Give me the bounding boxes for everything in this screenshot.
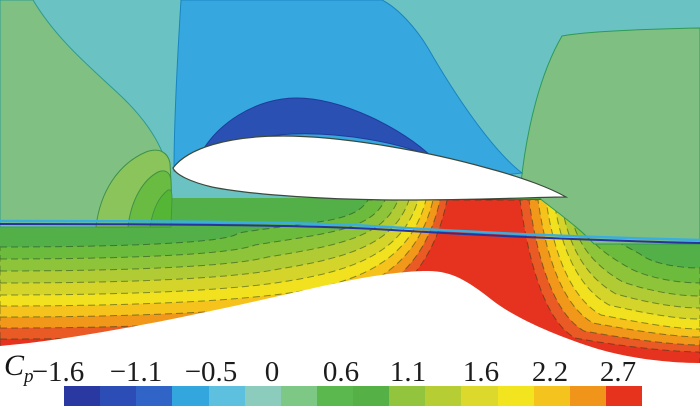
colorbar-tick-label: −1.6 bbox=[31, 356, 85, 388]
colorbar-gradient bbox=[64, 386, 642, 406]
colorbar-ticks: −1.6 −1.1 −0.5 0 0.6 1.1 1.6 2.2 2.7 bbox=[0, 356, 700, 388]
colorbar-segment bbox=[100, 386, 137, 406]
colorbar-tick-label: 0.6 bbox=[322, 356, 360, 388]
colorbar-tick-label: 2.2 bbox=[531, 356, 569, 388]
colorbar-segment bbox=[425, 386, 462, 406]
colorbar-segment bbox=[533, 386, 570, 406]
cp-subscript: p bbox=[24, 366, 34, 387]
colorbar-segment bbox=[136, 386, 173, 406]
colorbar-segment bbox=[605, 386, 642, 406]
colorbar-tick-label: 1.1 bbox=[389, 356, 427, 388]
colorbar-segment bbox=[280, 386, 317, 406]
free-surface-line-navy bbox=[0, 223, 700, 244]
colorbar-tick-label: −1.1 bbox=[109, 356, 163, 388]
airfoil bbox=[172, 135, 569, 201]
colorbar-tick-label: 0 bbox=[264, 356, 280, 388]
colorbar-segment bbox=[208, 386, 245, 406]
colorbar-segment bbox=[172, 386, 209, 406]
free-surface-line-cyan bbox=[0, 219, 700, 242]
colorbar-tick-label: −0.5 bbox=[184, 356, 238, 388]
contour-field bbox=[0, 0, 700, 380]
colorbar-segment bbox=[353, 386, 390, 406]
colorbar-tick-label: 1.6 bbox=[462, 356, 500, 388]
colorbar-segment bbox=[497, 386, 534, 406]
colorbar-segment bbox=[316, 386, 353, 406]
lower-domain-mask bbox=[0, 271, 700, 380]
colorbar-tick-label: 2.7 bbox=[599, 356, 637, 388]
colorbar-segment bbox=[64, 386, 101, 406]
downstream-pressure-lobe bbox=[520, 27, 700, 245]
colorbar-segment bbox=[461, 386, 498, 406]
stagnation-arc-inner bbox=[149, 189, 173, 228]
cp-symbol: C bbox=[4, 349, 25, 382]
colorbar-title: Cp bbox=[4, 349, 34, 386]
colorbar-segment bbox=[569, 386, 606, 406]
colorbar-segment bbox=[244, 386, 281, 406]
colorbar-segment bbox=[389, 386, 426, 406]
